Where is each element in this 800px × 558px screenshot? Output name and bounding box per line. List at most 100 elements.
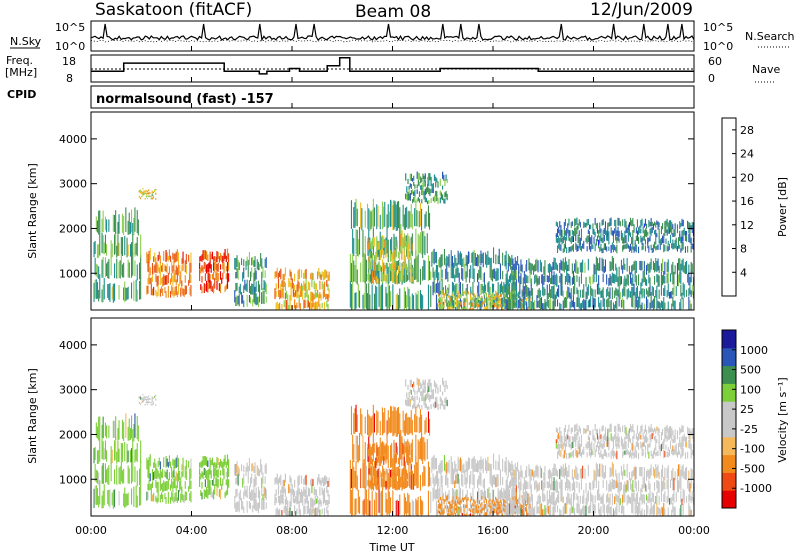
power-echo-cell (288, 305, 290, 310)
vel-echo-cell (136, 416, 138, 440)
power-echo-cell (430, 189, 432, 194)
vel-echo-cell (635, 450, 637, 459)
power-echo-cell (602, 287, 604, 299)
power-echo-cell (590, 224, 592, 230)
power-echo-cell (592, 244, 594, 249)
power-echo-cell (458, 300, 460, 304)
power-echo-cell (570, 296, 572, 308)
power-echo-cell (285, 300, 288, 310)
power-echo-cell (656, 220, 658, 225)
power-echo-cell (530, 283, 532, 296)
vel-echo-cell (484, 504, 486, 508)
vel-echo-cell (222, 462, 224, 469)
vel-echo-cell (175, 457, 177, 468)
vel-echo-cell (604, 449, 606, 457)
vel-echo-cell (166, 458, 168, 467)
vel-echo-cell (624, 436, 626, 444)
vel-echo-cell (133, 424, 135, 442)
power-echo-cell (322, 284, 324, 291)
power-echo-cell (311, 272, 313, 279)
power-echo-cell (446, 193, 448, 201)
power-echo-cell (456, 300, 458, 305)
power-echo-cell (595, 268, 597, 283)
power-echo-cell (218, 283, 220, 292)
vel-echo-cell (288, 484, 290, 494)
vel-echo-cell (355, 461, 357, 490)
power-echo-cell (310, 273, 312, 280)
vel-echo-cell (313, 508, 315, 516)
vel-echo-cell (596, 428, 598, 434)
power-echo-cell (274, 271, 276, 279)
power-echo-cell (141, 196, 143, 198)
vel-echo-cell (499, 506, 501, 511)
power-echo-cell (590, 276, 592, 285)
power-echo-cell (413, 295, 415, 310)
power-echo-cell (654, 221, 656, 226)
vel-echo-cell (153, 462, 155, 468)
power-echo-cell (627, 233, 629, 242)
vel-echo-cell (112, 420, 114, 438)
program-label: normalsound (fast) -157 (96, 92, 274, 107)
power-echo-cell (408, 243, 410, 250)
power-echo-cell (531, 288, 533, 300)
power-echo-cell (682, 235, 684, 242)
vel-echo-cell (520, 479, 522, 491)
vel-echo-cell (435, 401, 437, 408)
power-echo-cell (683, 284, 685, 298)
vel-echo-cell (161, 483, 163, 490)
power-echo-cell (403, 259, 405, 269)
power-echo-cell (602, 295, 604, 307)
power-echo-cell (471, 252, 473, 263)
vel-echo-cell (209, 457, 211, 467)
vel-echo-cell (101, 465, 103, 484)
power-echo-cell (643, 270, 645, 282)
vel-echo-cell (528, 500, 530, 515)
power-echo-cell (587, 219, 589, 225)
vel-echo-cell (553, 491, 555, 503)
vel-echo-cell (479, 506, 481, 516)
vel-echo-cell (246, 500, 248, 513)
power-echo-cell (635, 296, 637, 308)
vel-echo-cell (486, 502, 488, 516)
vel-echo-cell (177, 490, 179, 501)
vel-echo-cell (666, 424, 668, 433)
vel-echo-cell (570, 494, 572, 505)
vel-echo-cell (492, 503, 494, 507)
power-echo-cell (496, 268, 498, 281)
vel-echo-cell (180, 493, 182, 503)
vel-echo-cell (383, 412, 385, 434)
power-echo-cell (593, 236, 595, 244)
vel-echo-cell (469, 509, 471, 512)
vel-echo-cell (429, 379, 431, 387)
vel-echo-cell (569, 452, 571, 458)
power-echo-cell (635, 261, 637, 273)
vel-echo-cell (238, 492, 240, 500)
vel-echo-cell (261, 498, 263, 510)
vel-echo-cell (529, 468, 531, 480)
power-echo-cell (682, 219, 684, 227)
vel-echo-cell (672, 467, 674, 480)
vel-echo-cell (623, 488, 625, 502)
power-echo-cell (638, 274, 640, 286)
power-echo-cell (578, 276, 580, 287)
vel-echo-cell (482, 458, 484, 474)
power-echo-cell (251, 257, 253, 266)
vel-echo-cell (578, 425, 580, 432)
power-echo-cell (476, 292, 478, 298)
vel-echo-cell (374, 461, 376, 468)
power-echo-cell (409, 251, 411, 258)
power-echo-cell (512, 258, 514, 271)
power-echo-cell (429, 188, 431, 197)
vel-echo-cell (203, 467, 205, 475)
vel-echo-cell (393, 469, 395, 477)
vel-echo-cell (459, 507, 461, 512)
power-echo-cell (182, 251, 184, 264)
power-echo-cell (675, 237, 677, 243)
vel-echo-cell (423, 381, 425, 389)
power-echo-cell (427, 255, 429, 281)
vel-echo-cell (497, 512, 499, 516)
power-echo-cell (445, 289, 447, 295)
vel-echo-cell (363, 499, 365, 516)
power-echo-cell (681, 235, 683, 243)
vel-echo-cell (660, 488, 662, 502)
